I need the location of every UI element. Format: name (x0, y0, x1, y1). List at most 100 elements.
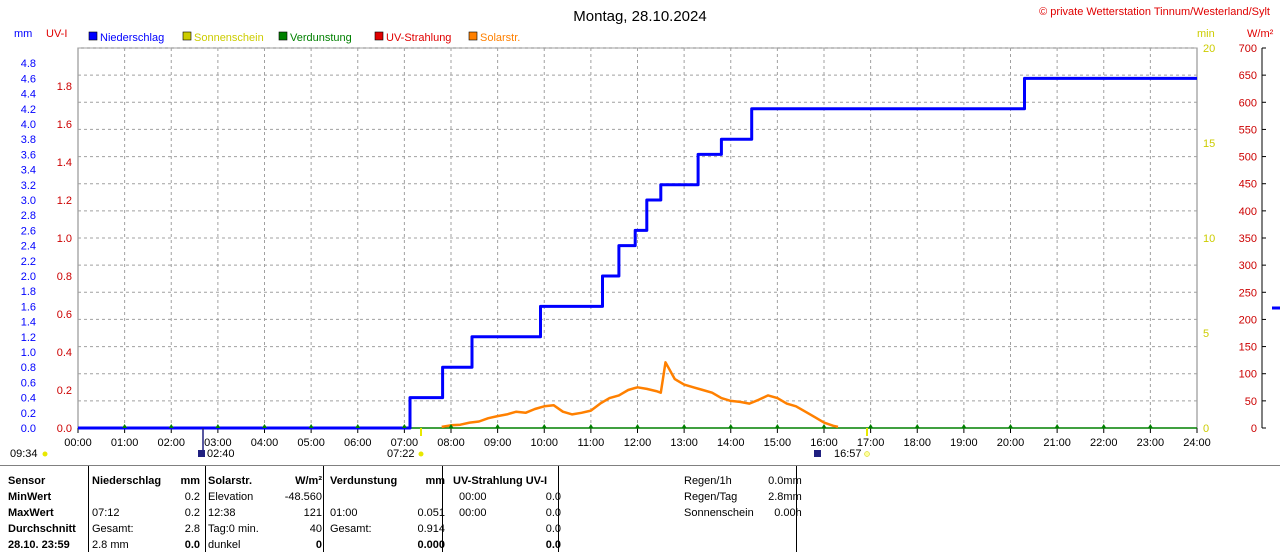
stats-cell: Tag:0 min. (208, 523, 259, 535)
tick-label-wm2: 500 (1239, 152, 1257, 164)
tick-label-wm2: 550 (1239, 124, 1257, 136)
tick-label-wm2: 600 (1239, 97, 1257, 109)
sunset-time: 16:57 (834, 448, 862, 460)
legend-swatch (374, 31, 384, 41)
tick-label-mm: 1.6 (21, 301, 36, 313)
stats-cell: 0.0 (545, 491, 561, 503)
evap-point (821, 424, 827, 428)
axis-unit-min: min (1197, 28, 1215, 40)
tick-label-x: 20:00 (997, 437, 1025, 449)
legend-swatch (88, 31, 98, 41)
tick-label-min: 10 (1203, 233, 1215, 245)
evap-point (1101, 424, 1107, 428)
stats-row-max: MaxWert 07:12 0.2 12:38 121 01:00 0.051 … (4, 505, 565, 521)
tick-label-x: 10:00 (530, 437, 558, 449)
stats-cell: 0.2 (184, 507, 200, 519)
tick-label-mm: 0.2 (21, 408, 36, 420)
sunrise-time: 07:22 (387, 448, 415, 460)
tick-label-uv: 1.2 (57, 195, 72, 207)
stats-cell: Elevation (208, 491, 254, 503)
tick-label-x: 00:00 (64, 437, 92, 449)
tick-label-mm: 2.0 (21, 271, 36, 283)
tick-label-x: 09:00 (484, 437, 512, 449)
tick-label-mm: 3.4 (21, 165, 36, 177)
evap-point (635, 424, 640, 428)
stats-header-sensor: Sensor (8, 475, 46, 487)
stats-label: MaxWert (8, 507, 54, 519)
stats-label: 28.10. 23:59 (8, 539, 70, 551)
evap-point (401, 424, 407, 428)
moon-time: 02:40 (207, 448, 235, 460)
tick-label-wm2: 250 (1239, 287, 1257, 299)
stats-sep-5 (558, 466, 559, 552)
tick-label-wm2: 700 (1239, 43, 1257, 55)
legend-swatch (182, 31, 192, 41)
evap-point (541, 424, 547, 428)
tick-label-mm: 2.8 (21, 210, 36, 222)
tick-label-mm: 0.6 (21, 377, 36, 389)
stats-sep-2 (205, 466, 206, 552)
stats-cell: 07:12 (92, 507, 120, 519)
tick-label-mm: 0.8 (21, 362, 36, 374)
tick-label-mm: 4.4 (21, 89, 36, 101)
stats-cell: 01:00 (330, 507, 358, 519)
legend-label: UV-Strahlung (386, 32, 451, 44)
tick-label-uv: 0.2 (57, 385, 72, 397)
stats-cell (406, 489, 449, 505)
tick-label-uv: 0.8 (57, 271, 72, 283)
tick-label-wm2: 300 (1239, 260, 1257, 272)
stats-cell: 00:00 (459, 491, 487, 503)
stats-cell: -48.560 (284, 491, 322, 503)
tick-label-wm2: 650 (1239, 70, 1257, 82)
tick-label-x: 22:00 (1090, 437, 1118, 449)
stats-label: Durchschnitt (8, 523, 76, 535)
stats-cell: 0.000 (417, 539, 445, 551)
tick-label-x: 08:00 (437, 437, 465, 449)
evap-point (262, 424, 267, 428)
summary-value: 0.0mm (768, 475, 802, 487)
tick-label-x: 04:00 (251, 437, 279, 449)
stats-cell: 0.2 (184, 491, 200, 503)
tick-label-wm2: 50 (1245, 396, 1257, 408)
stats-cell (88, 489, 170, 505)
tick-label-mm: 2.4 (21, 241, 36, 253)
tick-label-mm: 4.2 (21, 104, 36, 116)
stats-header-evap: Verdunstung (330, 475, 398, 487)
evap-point (868, 424, 874, 428)
stats-cell: Gesamt: (92, 523, 134, 535)
tick-label-mm: 3.2 (21, 180, 36, 192)
tick-label-mm: 1.2 (21, 332, 36, 344)
tick-label-wm2: 150 (1239, 342, 1257, 354)
evap-point (728, 424, 734, 428)
evap-point (1008, 424, 1013, 428)
evap-point (122, 424, 128, 428)
series-solarstr-line (441, 361, 839, 429)
tick-label-x: 16:00 (810, 437, 838, 449)
legend-label: Niederschlag (100, 32, 164, 44)
legend-label: Verdunstung (290, 32, 352, 44)
axis-unit-uv: UV-I (46, 28, 67, 40)
stats-cell (449, 537, 523, 553)
summary-value: 0.00h (774, 507, 802, 519)
tick-label-mm: 0.0 (21, 423, 36, 435)
tick-label-mm: 3.6 (21, 149, 36, 161)
tick-label-mm: 2.6 (21, 225, 36, 237)
tick-label-uv: 0.6 (57, 309, 72, 321)
stats-header-solar: Solarstr. (208, 475, 253, 487)
evap-point (961, 424, 967, 428)
stats-row-min: MinWert 0.2 Elevation -48.560 00:00 0.0 (4, 489, 565, 505)
summary-table: Regen/1h 0.0mm Regen/Tag 2.8mm Sonnensch… (680, 473, 806, 521)
stats-header-evap-unit: mm (425, 475, 445, 487)
tick-label-wm2: 100 (1239, 369, 1257, 381)
stats-sep-6 (796, 466, 797, 552)
tick-label-x: 11:00 (578, 437, 605, 449)
stats-header-precip: Niederschlag (92, 475, 162, 487)
tick-label-min: 15 (1203, 138, 1215, 150)
stats-cell (326, 537, 406, 553)
stats-cell (449, 521, 523, 537)
tick-label-mm: 3.0 (21, 195, 36, 207)
tick-label-mm: 4.6 (21, 73, 36, 85)
tick-label-uv: 0.4 (57, 347, 72, 359)
stats-cell: 40 (309, 523, 322, 535)
stats-header-precip-unit: mm (180, 475, 200, 487)
